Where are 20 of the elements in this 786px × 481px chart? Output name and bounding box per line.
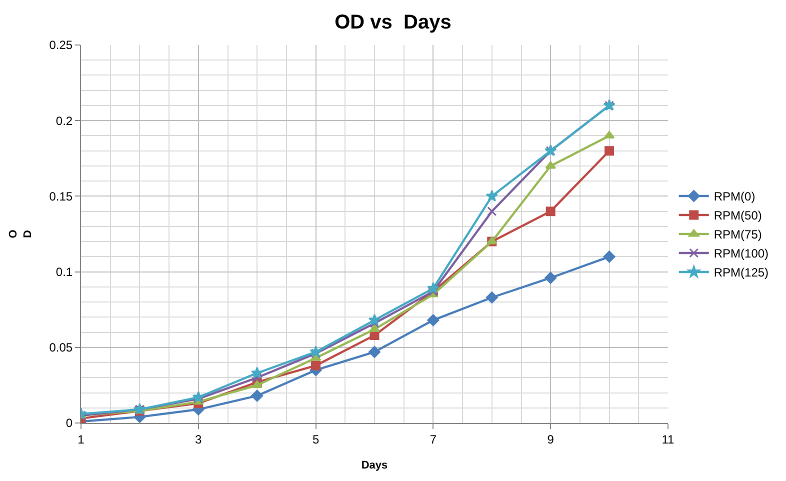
y-tick-label: 0.15 xyxy=(49,189,73,204)
x-tick-label: 3 xyxy=(195,432,202,446)
x-axis-title: Days xyxy=(361,460,388,472)
y-tick-label: 0 xyxy=(66,416,73,430)
y-tick-label: 0.1 xyxy=(56,265,73,279)
x-tick-label: 9 xyxy=(547,432,554,446)
legend-label: RPM(50) xyxy=(714,208,762,223)
y-tick-label: 0.05 xyxy=(49,340,73,355)
x-tick-label: 7 xyxy=(430,432,437,446)
chart-title: OD vs Days xyxy=(334,11,452,34)
y-tick-label: 0.2 xyxy=(56,114,73,128)
x-tick-label: 1 xyxy=(78,432,85,446)
legend-label: RPM(100) xyxy=(714,246,769,261)
y-axis-title: O D xyxy=(8,229,34,238)
x-tick-label: 11 xyxy=(662,432,675,446)
legend-label: RPM(125) xyxy=(714,266,769,280)
legend-label: RPM(75) xyxy=(714,228,762,242)
legend-label: RPM(0) xyxy=(714,190,756,204)
y-tick-label: 0.25 xyxy=(49,38,73,52)
x-tick-label: 5 xyxy=(312,432,320,446)
